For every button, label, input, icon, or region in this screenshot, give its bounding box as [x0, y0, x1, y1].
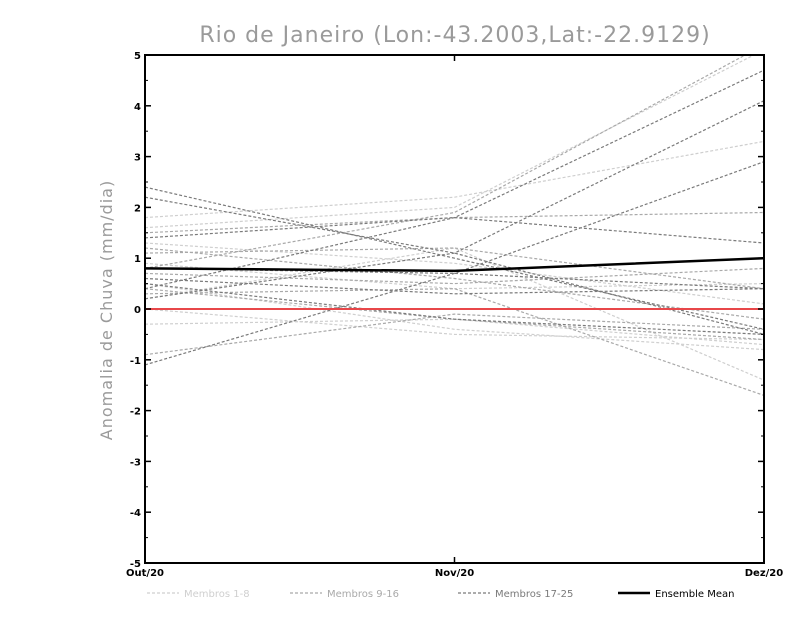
- x-tick-label: Nov/20: [435, 568, 474, 579]
- series-line-6: [145, 308, 764, 341]
- series-line-8: [145, 262, 764, 290]
- y-tick-label: 1: [134, 254, 141, 265]
- series-line-5: [145, 283, 764, 351]
- series-line-7: [145, 318, 764, 346]
- x-tick-label: Out/20: [126, 568, 164, 579]
- series-line-16: [145, 247, 764, 320]
- y-tick-label: -5: [130, 559, 141, 570]
- y-tick-label: -3: [130, 457, 141, 468]
- y-tick-label: 2: [134, 203, 141, 214]
- y-tick-label: -4: [130, 508, 141, 519]
- y-tick-label: 0: [134, 305, 141, 316]
- y-ticks: 5 4 3 2 1 0 -1 -2 -3 -4 -5: [130, 51, 764, 570]
- series-line-21: [145, 216, 764, 244]
- y-axis-label: Anomalia de Chuva (mm/dia): [97, 180, 116, 440]
- series-line-20: [145, 186, 764, 330]
- y-tick-label: 4: [134, 102, 141, 113]
- chart-title: Rio de Janeiro (Lon:-43.2003,Lat:-22.912…: [199, 23, 710, 48]
- legend-label: Membros 17-25: [495, 589, 573, 600]
- ensemble-mean-line: [144, 256, 765, 273]
- series-line-3: [145, 242, 764, 305]
- y-tick-label: -1: [130, 356, 141, 367]
- legend: Membros 1-8 Membros 9-16 Membros 17-25 Ense…: [147, 589, 734, 600]
- series-line-12: [145, 267, 764, 285]
- series-line-23: [145, 196, 764, 335]
- series-line-14: [145, 247, 764, 290]
- legend-label: Ensemble Mean: [655, 589, 734, 600]
- series-line-24: [145, 267, 764, 290]
- series-layer: [145, 55, 764, 396]
- series-line-2: [145, 140, 764, 219]
- series-line-17: [145, 69, 764, 290]
- legend-label: Membros 1-8: [184, 589, 250, 600]
- y-tick-label: -2: [130, 407, 141, 418]
- series-line-19: [145, 161, 764, 366]
- series-line-25: [145, 283, 764, 335]
- x-tick-label: Dez/20: [745, 568, 784, 579]
- series-line-10: [145, 211, 764, 234]
- y-tick-label: 5: [134, 51, 141, 62]
- series-line-13: [145, 313, 764, 356]
- series-line-11: [145, 288, 764, 396]
- y-tick-label: 3: [134, 153, 141, 164]
- series-line-18: [145, 100, 764, 300]
- legend-label: Membros 9-16: [327, 589, 399, 600]
- mean-layer: [144, 256, 765, 273]
- series-line-1: [145, 55, 756, 229]
- x-ticks: Out/20 Nov/20 Dez/20: [126, 55, 783, 579]
- series-line-22: [145, 277, 764, 295]
